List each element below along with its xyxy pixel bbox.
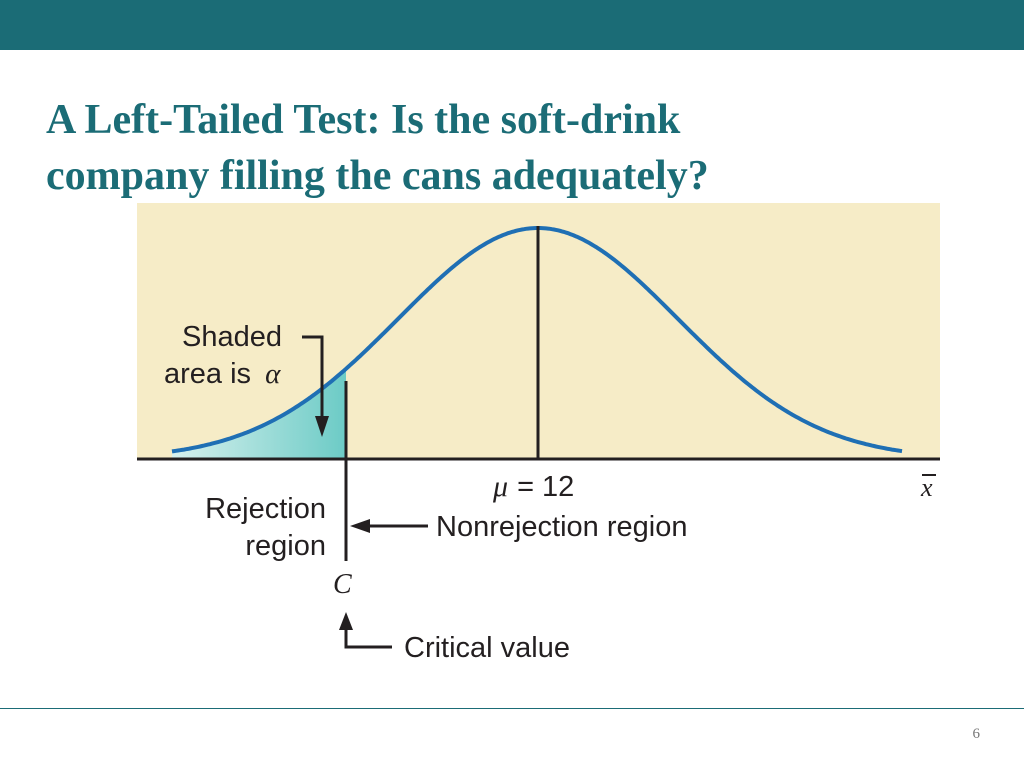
rejection-label-line-2: region: [245, 530, 326, 562]
mean-label: μ = 12: [492, 470, 574, 503]
critical-value-arrow: [344, 626, 392, 649]
mu-value: = 12: [517, 471, 574, 503]
critical-value-symbol: C: [333, 569, 352, 600]
shaded-label-area-is: area is: [164, 358, 251, 390]
slide-title-line-2: company filling the cans adequately?: [46, 153, 709, 199]
shaded-area-arrow-head: [315, 416, 329, 437]
critical-value-arrow-head: [339, 612, 353, 630]
nonrejection-arrow-head: [350, 519, 370, 533]
footer-rule: [0, 708, 1024, 709]
page-number: 6: [972, 726, 981, 742]
slide-title: A Left-Tailed Test: Is the soft-drink co…: [46, 92, 946, 204]
shaded-label-line-1: Shaded: [182, 321, 282, 353]
shaded-label-line-2: area is α: [164, 358, 281, 390]
critical-value-label: Critical value: [404, 632, 570, 664]
mu-symbol: μ: [492, 470, 508, 503]
header-bar: [0, 0, 1024, 50]
alpha-symbol: α: [265, 358, 281, 390]
nonrejection-label: Nonrejection region: [436, 511, 687, 543]
xbar-symbol: x: [920, 473, 933, 502]
shaded-area-arrow: [302, 335, 324, 420]
rejection-label-line-1: Rejection: [205, 493, 326, 525]
rejection-area-shading: [172, 368, 346, 459]
slide-title-line-1: A Left-Tailed Test: Is the soft-drink: [46, 97, 681, 143]
